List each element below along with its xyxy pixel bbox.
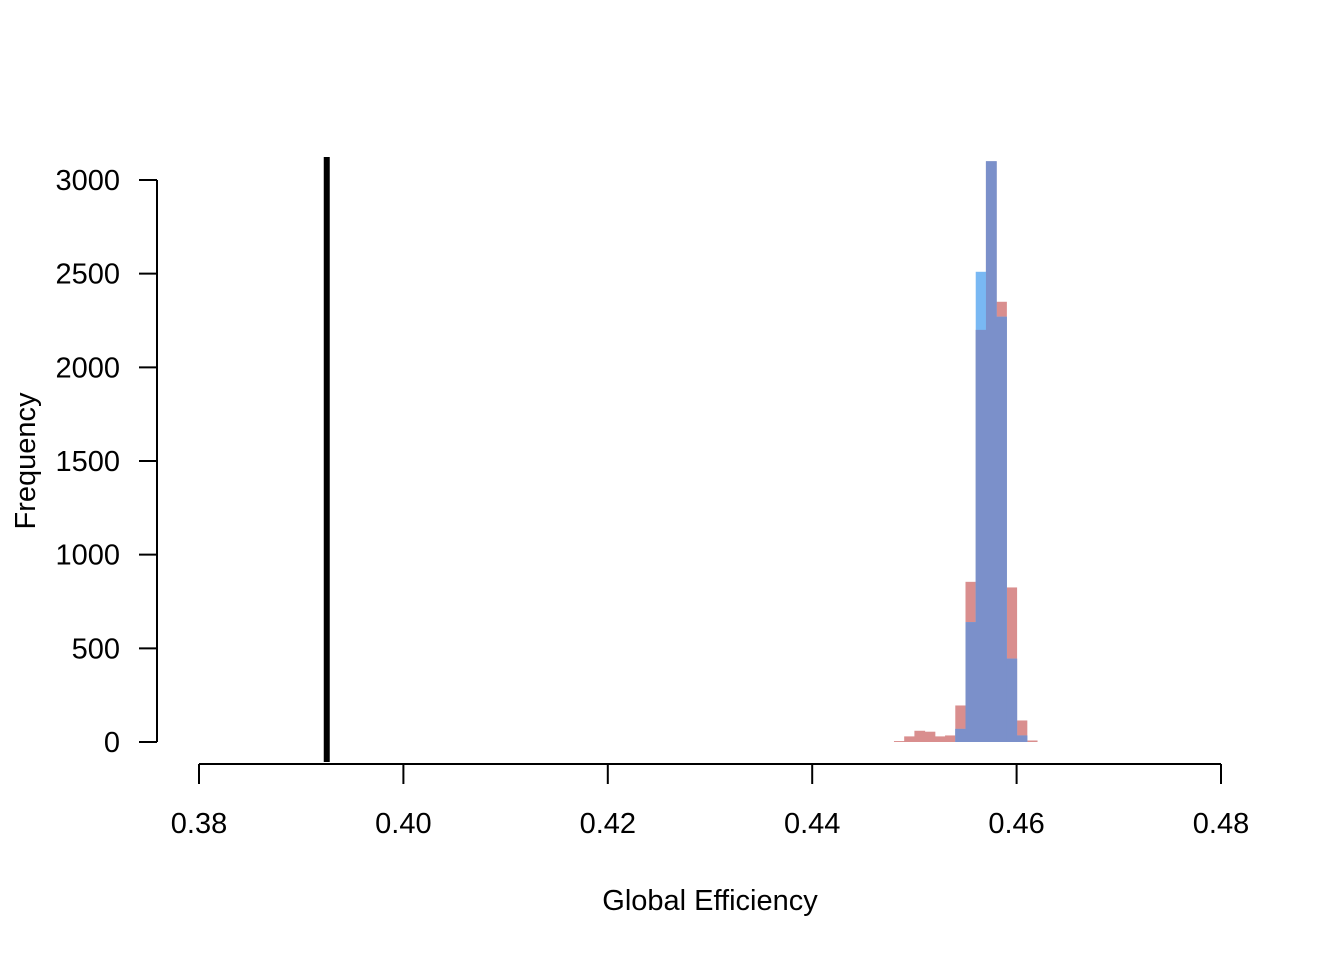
histogram-bar-series-1 [904, 736, 915, 742]
histogram-bar-overlap [1016, 735, 1028, 742]
y-tick-label: 2000 [55, 352, 120, 384]
x-tick-label: 0.42 [580, 808, 636, 840]
histogram-bar-overlap [975, 329, 987, 742]
histogram-bar-series-1 [893, 741, 905, 742]
histogram-bar-overlap [985, 161, 997, 742]
histogram-bar-series-1 [934, 736, 946, 742]
histogram-bar-series-1 [924, 731, 936, 742]
x-axis: 0.38 0.40 0.42 0.44 0.46 0.48 [171, 763, 1249, 840]
histogram-bar-series-1 [1026, 740, 1038, 742]
x-tick-label: 0.46 [988, 808, 1044, 840]
x-tick-label: 0.44 [784, 808, 840, 840]
y-tick-label: 1500 [55, 446, 120, 478]
histogram-bar-series-1 [955, 705, 966, 742]
histogram-bar-overlap [1006, 658, 1018, 742]
histogram-bar-series-1 [945, 735, 956, 742]
y-tick-label: 3000 [55, 165, 120, 197]
y-axis: 0 500 1000 1500 2000 2500 3000 [55, 165, 158, 759]
histogram-bar-overlap [996, 316, 1007, 742]
y-tick-label: 0 [104, 727, 120, 759]
y-tick-label: 2500 [55, 259, 120, 291]
histogram-bar-series-1 [914, 730, 926, 742]
histogram-bar-overlap [965, 622, 977, 742]
y-axis-title: Frequency [10, 392, 42, 530]
y-tick-label: 1000 [55, 540, 120, 572]
histogram-bar-series-1 [1016, 720, 1028, 742]
x-axis-title: Global Efficiency [602, 885, 818, 917]
y-tick-label: 500 [72, 633, 120, 665]
histogram-overlap [955, 161, 1028, 742]
histogram-bar-overlap [955, 728, 966, 742]
x-tick-label: 0.38 [171, 808, 227, 840]
x-tick-label: 0.48 [1193, 808, 1249, 840]
x-tick-label: 0.40 [375, 808, 431, 840]
